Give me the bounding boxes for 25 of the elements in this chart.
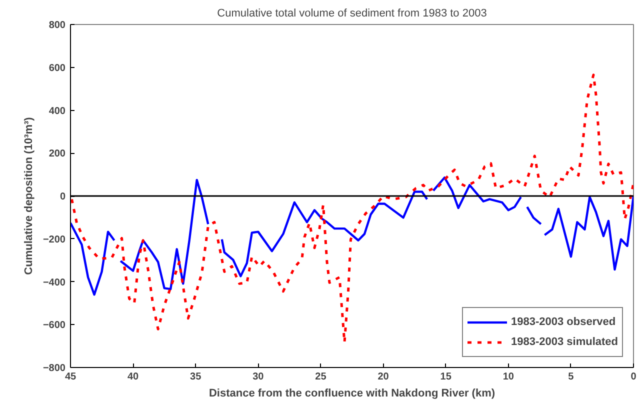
- x-tick-label: 30: [252, 372, 264, 382]
- line-series: [70, 74, 634, 344]
- legend-label: 1983-2003 simulated: [510, 336, 618, 348]
- x-axis-title: Distance from the confluence with Nakdong River (km): [208, 388, 496, 400]
- y-tick-label: 0: [60, 192, 66, 202]
- y-axis-title: Cumulative deposition (10³m³): [22, 116, 35, 275]
- y-tick-label: 200: [48, 148, 66, 160]
- x-tick-label: 40: [127, 372, 140, 382]
- legend-label: 1983-2003 observed: [510, 316, 616, 328]
- y-tick-label: 600: [48, 62, 66, 74]
- x-tick-label: 45: [64, 372, 76, 382]
- x-tick-label: 20: [378, 372, 390, 382]
- y-tick-label: −800: [42, 363, 66, 374]
- y-tick-label: −400: [42, 277, 66, 288]
- x-tick-label: 15: [440, 372, 452, 382]
- y-tick-label: 400: [48, 106, 66, 117]
- y-tick-label: −200: [42, 234, 66, 246]
- y-tick-label: −600: [42, 320, 66, 332]
- x-tick-label: 25: [315, 372, 327, 382]
- x-tick-label: 5: [568, 372, 574, 382]
- x-tick-label: 10: [502, 372, 514, 382]
- x-tick-label: 35: [190, 372, 202, 382]
- chart-title: Cumulative total volume of sediment from 1983 to 2003: [217, 8, 487, 20]
- y-tick-label: 800: [48, 20, 66, 31]
- x-tick-label: 0: [630, 372, 637, 382]
